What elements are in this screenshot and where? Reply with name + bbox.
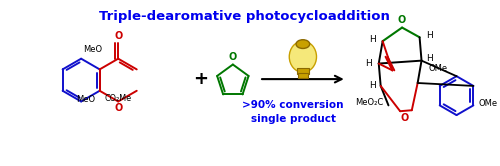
- Ellipse shape: [290, 41, 316, 72]
- Text: CO₂Me: CO₂Me: [104, 94, 132, 103]
- Text: O: O: [398, 15, 406, 25]
- Text: H: H: [369, 35, 376, 44]
- Text: OMe: OMe: [479, 99, 498, 108]
- Text: single product: single product: [250, 114, 336, 124]
- Text: MeO: MeO: [83, 45, 102, 54]
- Text: MeO: MeO: [76, 95, 95, 104]
- Text: O: O: [401, 113, 409, 123]
- Text: H: H: [369, 81, 376, 90]
- Ellipse shape: [296, 40, 310, 48]
- Text: +: +: [194, 70, 208, 88]
- Text: O: O: [114, 103, 122, 113]
- Text: O: O: [114, 31, 122, 41]
- Text: Triple-dearomative photocycloaddition: Triple-dearomative photocycloaddition: [99, 10, 390, 23]
- Text: O: O: [228, 52, 237, 62]
- Bar: [297, 68, 308, 74]
- Text: H: H: [426, 31, 433, 40]
- Text: H: H: [365, 59, 372, 68]
- Text: >90% conversion: >90% conversion: [242, 100, 344, 110]
- Text: MeO₂C: MeO₂C: [356, 98, 384, 107]
- Text: H: H: [426, 54, 433, 63]
- Text: OMe: OMe: [428, 64, 448, 73]
- Bar: [298, 73, 308, 78]
